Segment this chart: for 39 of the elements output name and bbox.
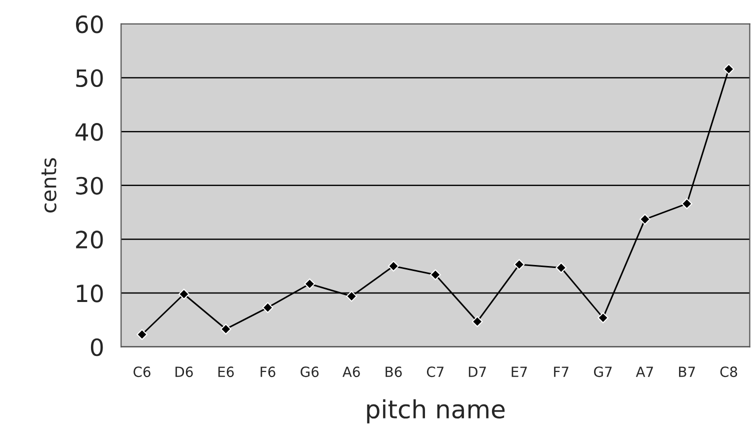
point [220, 324, 232, 335]
y-tick-label: 0 [90, 338, 103, 356]
x-tick-label: C8 [720, 366, 738, 378]
point [262, 302, 274, 314]
point [681, 198, 692, 210]
point [304, 278, 316, 290]
x-tick-label: B7 [679, 366, 695, 377]
point [178, 288, 190, 300]
x-tick-label: C6 [134, 366, 150, 378]
x-tick-label: G6 [300, 366, 319, 378]
x-axis-title: pitch name [367, 399, 505, 424]
point [598, 312, 608, 324]
point [514, 259, 525, 270]
x-tick-label: A7 [636, 366, 653, 377]
y-tick-label: 10 [76, 284, 103, 302]
point [723, 64, 734, 75]
x-tick-label: E6 [218, 366, 234, 378]
point [136, 329, 148, 340]
y-axis-title: cents [42, 158, 56, 212]
x-tick-label: B6 [386, 366, 402, 378]
point [640, 214, 650, 225]
x-tick-label: D6 [176, 366, 193, 378]
point [388, 260, 399, 272]
y-tick-label: 50 [76, 69, 103, 88]
point [430, 269, 441, 280]
x-tick-label: D7 [468, 366, 486, 377]
x-tick-label: F7 [554, 366, 568, 377]
y-tick-label: 40 [76, 123, 103, 141]
point [346, 290, 358, 302]
x-tick-label: C7 [426, 366, 444, 378]
y-tick-label: 30 [76, 176, 103, 195]
y-tick-label: 20 [76, 230, 103, 249]
point [472, 316, 483, 327]
y-tick-label: 60 [76, 15, 103, 34]
x-tick-label: F6 [260, 366, 276, 378]
x-tick-label: G7 [594, 366, 612, 378]
x-tick-label: A6 [342, 366, 360, 378]
point [556, 262, 567, 274]
x-tick-label: E7 [512, 366, 527, 377]
